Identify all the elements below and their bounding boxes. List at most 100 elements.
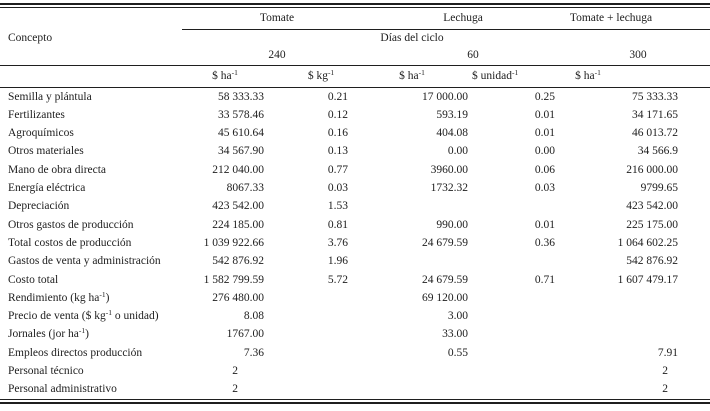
superscript: -1 [78, 326, 86, 336]
row-label-text: Personal técnico [8, 364, 84, 377]
value-cell: 3.00 [447, 310, 469, 323]
value-cell: 58 333.33 [218, 90, 264, 103]
table-row: Rendimiento (kg ha-1) 276 480.00 69 120.00 [0, 289, 710, 307]
row-label: Energía eléctrica [0, 179, 182, 197]
row-label-text: Precio de venta ($ kg [8, 310, 106, 323]
row-label: Empleos directos producción [0, 344, 182, 362]
row-label-text: Otros gastos de producción [8, 218, 134, 231]
value-cell [472, 381, 558, 399]
superscript: -1 [594, 67, 601, 77]
value-cell: 0.06 [534, 163, 556, 176]
row-label-text: Empleos directos producción [8, 346, 143, 359]
unit-text: $ kg [307, 69, 328, 82]
value-cell: 2 [232, 383, 238, 396]
value-cell: 33.00 [442, 328, 469, 341]
value-cell: 24 679.59 [422, 236, 469, 249]
value-cell: 7.36 [243, 346, 264, 359]
value-cell: 0.01 [534, 218, 556, 231]
superscript: -1 [418, 67, 425, 77]
table-row: Jornales (jor ha-1) 1767.00 33.00 [0, 326, 710, 344]
unit-header-dollars-per-ha: $ ha-1 [558, 65, 710, 88]
row-label: Personal administrativo [0, 381, 182, 399]
row-label-text: Fertilizantes [8, 108, 65, 121]
value-cell [472, 362, 558, 380]
row-label-text: Rendimiento (kg ha [8, 291, 100, 304]
value-cell: 8067.33 [226, 182, 264, 195]
value-cell: 2 [662, 383, 669, 396]
value-cell: 45 610.64 [218, 127, 264, 140]
value-cell: 542 876.92 [626, 255, 679, 268]
value-cell: 0.81 [327, 218, 349, 231]
value-cell: 3960.00 [430, 163, 469, 176]
row-label: Mano de obra directa [0, 161, 182, 179]
unit-header-dollars-per-ha: $ ha-1 [352, 65, 473, 88]
cycle-days-tomate-lechuga: 300 [558, 47, 710, 66]
value-cell [472, 198, 558, 216]
table-bottom-rule [0, 399, 710, 405]
row-label: Otros materiales [0, 143, 182, 161]
value-cell: 216 000.00 [626, 163, 679, 176]
value-cell [558, 308, 710, 326]
table-row: Empleos directos producción 7.36 0.55 7.91 [0, 344, 710, 362]
value-cell: 0.00 [447, 145, 469, 158]
unit-header-dollars-per-unit: $ unidad-1 [472, 65, 559, 88]
column-group-tomate-lechuga: Tomate + lechuga [558, 8, 710, 30]
column-group-lechuga: Lechuga [352, 8, 559, 30]
row-label-text: Costo total [8, 273, 59, 286]
value-cell: 0.36 [534, 236, 556, 249]
table-row: Gastos de venta y administración 542 876.… [0, 253, 710, 271]
value-cell: 1.96 [327, 255, 349, 268]
value-cell [472, 253, 558, 271]
value-cell [472, 326, 558, 344]
unit-text: $ ha [575, 69, 595, 82]
value-cell [558, 326, 710, 344]
value-cell: 1 582 799.59 [203, 273, 264, 286]
value-cell: 225 175.00 [626, 218, 679, 231]
row-label-text: Total costos de producción [8, 236, 132, 249]
value-cell: 0.16 [327, 127, 349, 140]
value-cell: 5.72 [327, 273, 349, 286]
value-cell: 990.00 [436, 218, 469, 231]
table-row: Otros gastos de producción 224 185.00 0.81… [0, 216, 710, 234]
table-row: Costo total 1 582 799.59 5.72 24 679.59 0.71… [0, 271, 710, 289]
row-label: Costo total [0, 271, 182, 289]
value-cell: 1.53 [327, 200, 349, 213]
table-row: Personal administrativo 2 2 [0, 381, 710, 399]
value-cell: 0.21 [327, 90, 349, 103]
value-cell [268, 381, 352, 399]
value-cell [352, 381, 472, 399]
value-cell: 0.03 [327, 182, 349, 195]
table-row: Otros materiales 34 567.90 0.13 0.00 0.00 34 … [0, 143, 710, 161]
value-cell: 0.01 [534, 108, 556, 121]
row-label: Agroquímicos [0, 125, 182, 143]
value-cell: 2 [232, 364, 238, 377]
value-cell: 1 039 922.66 [203, 236, 264, 249]
value-cell: 3.76 [327, 236, 349, 249]
production-costs-table: Tomate Lechuga Tomate + lechuga Concepto… [0, 8, 710, 399]
value-cell: 542 876.92 [212, 255, 264, 268]
value-cell: 1767.00 [226, 328, 264, 341]
value-cell: 224 185.00 [212, 218, 264, 231]
row-label-text: Semilla y plántula [8, 90, 92, 103]
group-header-row: Tomate Lechuga Tomate + lechuga [0, 8, 710, 30]
table-row: Fertilizantes 33 578.46 0.12 593.19 0.01 34 1… [0, 106, 710, 124]
value-cell [268, 326, 352, 344]
table-row: Semilla y plántula 58 333.33 0.21 17 000.00… [0, 88, 710, 107]
value-cell: 24 679.59 [422, 273, 469, 286]
row-label-text: Energía eléctrica [8, 182, 86, 195]
value-cell: 1 607 479.17 [617, 273, 679, 286]
table-row: Personal técnico 2 2 [0, 362, 710, 380]
table-row: Agroquímicos 45 610.64 0.16 404.08 0.01 46 01… [0, 125, 710, 143]
row-label-text: Jornales (jor ha [8, 328, 79, 341]
table-header: Tomate Lechuga Tomate + lechuga Concepto… [0, 8, 710, 88]
value-cell: 17 000.00 [422, 90, 469, 103]
value-cell [352, 253, 472, 271]
row-label: Depreciación [0, 198, 182, 216]
value-cell: 404.08 [436, 127, 469, 140]
row-label-text: ) [105, 291, 110, 304]
value-cell: 0.00 [534, 145, 556, 158]
units-row: $ ha-1 $ kg-1 $ ha-1 $ unidad-1 $ ha-1 [0, 65, 710, 88]
value-cell: 1 064 602.25 [617, 236, 679, 249]
value-cell [558, 289, 710, 307]
value-cell: 34 567.90 [218, 145, 264, 158]
